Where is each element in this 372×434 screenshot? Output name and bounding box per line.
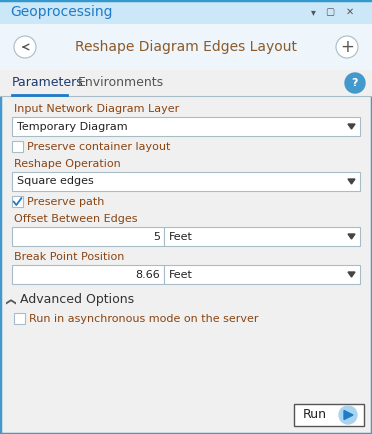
Text: Reshape Operation: Reshape Operation bbox=[14, 159, 121, 169]
Text: Preserve path: Preserve path bbox=[27, 197, 105, 207]
Bar bbox=[164, 265, 360, 284]
Bar bbox=[164, 227, 360, 246]
Text: 5: 5 bbox=[153, 231, 160, 241]
Bar bbox=[12, 172, 360, 191]
Text: Offset Between Edges: Offset Between Edges bbox=[14, 214, 138, 224]
Bar bbox=[12, 227, 164, 246]
Text: Advanced Options: Advanced Options bbox=[20, 293, 134, 306]
Polygon shape bbox=[348, 272, 355, 277]
Polygon shape bbox=[348, 179, 355, 184]
Bar bbox=[294, 404, 364, 426]
Text: Input Network Diagram Layer: Input Network Diagram Layer bbox=[14, 104, 179, 114]
Bar bbox=[12, 196, 23, 207]
Bar bbox=[12, 117, 360, 136]
Bar bbox=[0, 70, 372, 96]
Text: Break Point Position: Break Point Position bbox=[14, 252, 124, 262]
Text: ❯: ❯ bbox=[6, 296, 16, 304]
Polygon shape bbox=[344, 411, 353, 420]
Bar bbox=[12, 141, 23, 152]
Circle shape bbox=[339, 406, 357, 424]
Circle shape bbox=[14, 36, 36, 58]
Text: Geoprocessing: Geoprocessing bbox=[10, 5, 112, 19]
Text: +: + bbox=[340, 38, 354, 56]
Text: Environments: Environments bbox=[78, 76, 164, 89]
Text: Square edges: Square edges bbox=[17, 177, 94, 187]
Text: Run: Run bbox=[303, 408, 327, 421]
Bar bbox=[14, 313, 25, 324]
Bar bbox=[12, 265, 164, 284]
Text: ?: ? bbox=[352, 78, 358, 88]
Bar bbox=[0, 0, 372, 24]
Text: Parameters: Parameters bbox=[12, 76, 84, 89]
Circle shape bbox=[336, 36, 358, 58]
Polygon shape bbox=[348, 234, 355, 239]
Text: Reshape Diagram Edges Layout: Reshape Diagram Edges Layout bbox=[75, 40, 297, 54]
Bar bbox=[0, 24, 372, 70]
Text: ▢: ▢ bbox=[326, 7, 335, 17]
Text: ▾: ▾ bbox=[311, 7, 315, 17]
Polygon shape bbox=[348, 124, 355, 129]
Text: ✕: ✕ bbox=[346, 7, 354, 17]
Circle shape bbox=[345, 73, 365, 93]
Text: Temporary Diagram: Temporary Diagram bbox=[17, 122, 128, 132]
Text: Run in asynchronous mode on the server: Run in asynchronous mode on the server bbox=[29, 314, 259, 324]
Text: Preserve container layout: Preserve container layout bbox=[27, 142, 170, 152]
Text: Feet: Feet bbox=[169, 231, 193, 241]
Text: Feet: Feet bbox=[169, 270, 193, 279]
Text: 8.66: 8.66 bbox=[135, 270, 160, 279]
